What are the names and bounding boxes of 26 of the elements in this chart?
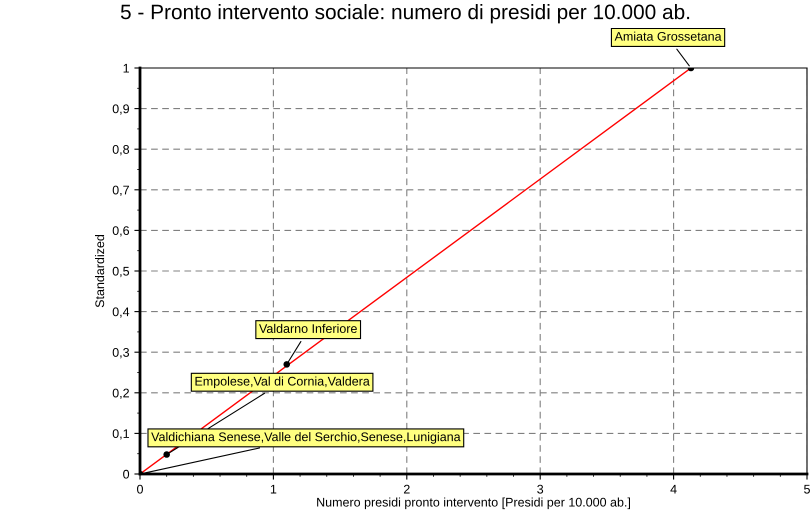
y-tick-label: 0,1: [112, 429, 129, 440]
y-tick-label: 0,9: [112, 104, 129, 115]
y-tick-label: 0,5: [112, 266, 130, 278]
y-tick-label: 0,8: [112, 145, 130, 156]
annotation: Valdichiana Senese,Valle del Serchio,Senese,Lunigiana: [151, 432, 461, 444]
y-tick-label: 0,3: [112, 348, 130, 358]
x-tick-label: 0: [137, 484, 143, 494]
y-tick-label: 1: [124, 64, 129, 73]
y-tick-label: 0,7: [112, 186, 129, 196]
point: [163, 451, 170, 458]
x-tick-label: 2: [404, 484, 410, 494]
annotation: Empolese,Val di Cornia,Valdera: [195, 376, 370, 388]
x-axis-title: Numero presidi pronto intervento [Presidi per 10.000 ab.]: [317, 497, 630, 510]
point: [283, 361, 290, 368]
x-tick-label: 4: [670, 484, 677, 494]
y-axis-title: Standardized: [95, 234, 104, 308]
y-tick-label: 0,4: [112, 307, 130, 318]
x-tick-label: 5: [804, 484, 810, 494]
y-tick-label: 0: [123, 470, 130, 479]
annotation: Valdarno Inferiore: [259, 324, 357, 334]
annotation: Amiata Grossetana: [614, 32, 722, 41]
y-tick-label: 0,6: [112, 226, 130, 237]
y-tick-label: 0,2: [112, 388, 129, 399]
x-tick-label: 1: [270, 484, 276, 494]
x-tick-label: 3: [537, 484, 544, 494]
chart-title: 5 - Pronto intervento sociale: numero di presidi per 10.000 ab.: [120, 4, 690, 24]
